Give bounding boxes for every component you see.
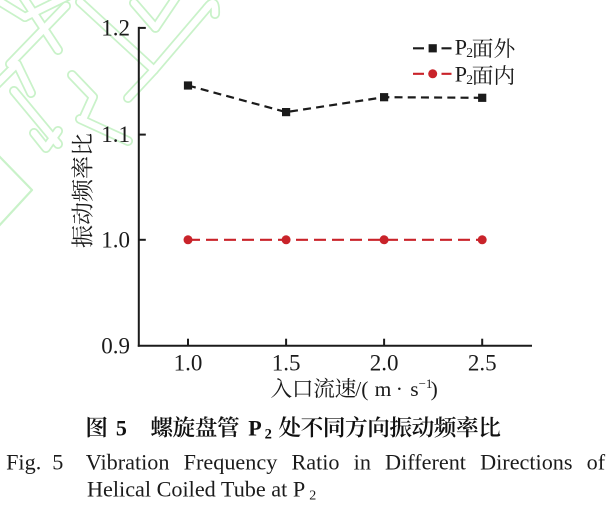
svg-text:s: s (410, 377, 418, 401)
svg-text:P: P (455, 34, 467, 59)
svg-text:−1: −1 (419, 376, 433, 391)
svg-text:1.2: 1.2 (101, 16, 130, 41)
svg-text:2.0: 2.0 (370, 350, 399, 375)
svg-text:1.5: 1.5 (272, 350, 301, 375)
svg-text:Vibration Frequency Ratio in D: Vibration Frequency Ratio in Different D… (86, 449, 606, 474)
svg-text:5: 5 (116, 416, 127, 441)
svg-text:1.0: 1.0 (174, 350, 203, 375)
svg-text:5: 5 (52, 449, 63, 474)
svg-text:P: P (455, 61, 467, 86)
svg-text:0.9: 0.9 (101, 333, 130, 358)
svg-text:2: 2 (265, 426, 272, 442)
svg-text:): ) (431, 377, 438, 401)
svg-text:m: m (375, 377, 392, 401)
svg-text:2: 2 (466, 45, 473, 60)
svg-text:P: P (248, 416, 261, 441)
svg-text:2: 2 (309, 488, 316, 503)
svg-text:·: · (396, 377, 403, 401)
svg-text:1.1: 1.1 (101, 122, 130, 147)
svg-text:2: 2 (466, 72, 473, 87)
svg-text:/(: /( (355, 377, 368, 401)
svg-text:Helical Coiled Tube at P: Helical Coiled Tube at P (87, 476, 305, 501)
svg-text:2.5: 2.5 (468, 350, 497, 375)
svg-text:1.0: 1.0 (101, 227, 130, 252)
svg-text:Fig.: Fig. (6, 449, 41, 474)
